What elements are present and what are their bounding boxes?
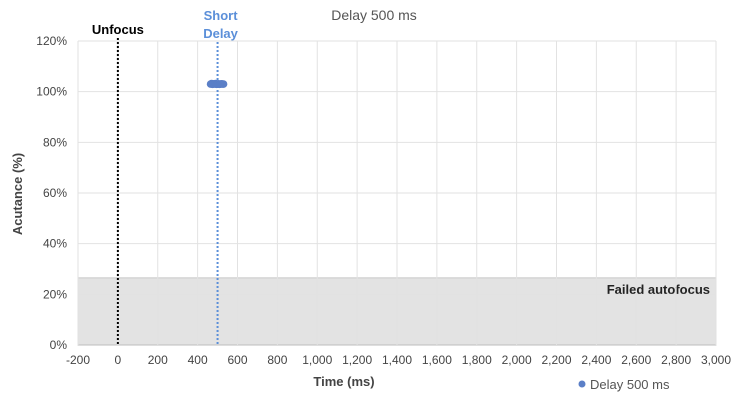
chart-title: Delay 500 ms bbox=[331, 7, 417, 23]
y-tick-label: 20% bbox=[43, 287, 67, 301]
grid bbox=[77, 40, 717, 346]
x-axis-title: Time (ms) bbox=[313, 374, 374, 389]
legend: Delay 500 ms bbox=[578, 377, 670, 392]
y-tick-label: 40% bbox=[43, 237, 67, 251]
x-tick-label: 0 bbox=[115, 353, 122, 367]
y-tick-label: 80% bbox=[43, 135, 67, 149]
short-delay-label-line1: Short bbox=[204, 8, 239, 23]
x-tick-label: 600 bbox=[227, 353, 247, 367]
x-tick-label: 800 bbox=[267, 353, 287, 367]
data-points bbox=[206, 79, 228, 89]
x-tick-label: 1,400 bbox=[382, 353, 412, 367]
y-axis-ticks: 0% 20% 40% 60% 80% 100% 120% bbox=[36, 34, 67, 352]
x-tick-label: 400 bbox=[188, 353, 208, 367]
legend-label: Delay 500 ms bbox=[590, 377, 670, 392]
x-tick-label: -200 bbox=[66, 353, 90, 367]
x-tick-label: 1,600 bbox=[422, 353, 452, 367]
x-tick-label: 1,800 bbox=[462, 353, 492, 367]
data-point bbox=[219, 80, 228, 88]
x-tick-label: 2,600 bbox=[621, 353, 651, 367]
x-tick-label: 3,000 bbox=[701, 353, 731, 367]
unfocus-label: Unfocus bbox=[92, 22, 144, 37]
legend-marker bbox=[578, 380, 586, 388]
x-tick-label: 2,400 bbox=[581, 353, 611, 367]
x-axis-ticks: -200 0 200 400 600 800 1,000 1,200 1,400 1,600 1,8… bbox=[66, 353, 731, 367]
x-tick-label: 2,000 bbox=[502, 353, 532, 367]
short-delay-label-line2: Delay bbox=[203, 26, 238, 41]
x-tick-label: 2,200 bbox=[541, 353, 571, 367]
x-tick-label: 200 bbox=[148, 353, 168, 367]
x-tick-label: 1,200 bbox=[342, 353, 372, 367]
x-tick-label: 1,000 bbox=[302, 353, 332, 367]
y-tick-label: 100% bbox=[36, 85, 67, 99]
y-tick-label: 120% bbox=[36, 34, 67, 48]
x-tick-label: 2,800 bbox=[661, 353, 691, 367]
y-tick-label: 60% bbox=[43, 186, 67, 200]
y-axis-title: Acutance (%) bbox=[10, 153, 25, 235]
y-tick-label: 0% bbox=[50, 338, 68, 352]
failed-autofocus-label: Failed autofocus bbox=[607, 282, 710, 297]
